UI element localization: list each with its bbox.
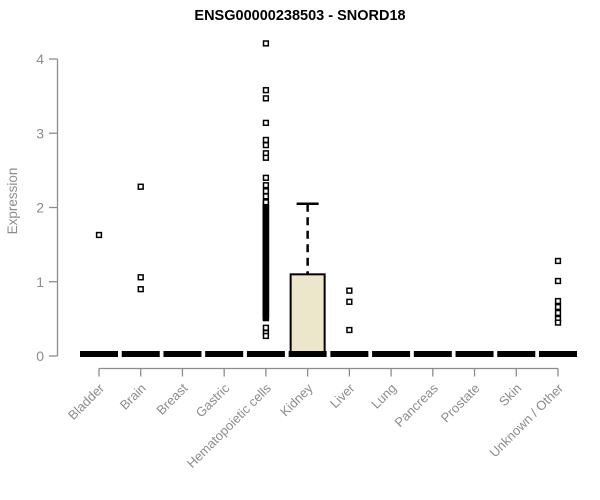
outlier-point — [95, 231, 103, 239]
outlier-point — [262, 95, 270, 102]
outlier-point — [262, 119, 270, 127]
median-bar — [288, 351, 327, 357]
outlier-point — [262, 141, 270, 149]
outlier-point — [346, 298, 353, 305]
outlier-point — [262, 154, 270, 161]
x-tick-label: Prostate — [438, 381, 483, 426]
median-bar — [413, 351, 452, 357]
y-tick-label: 4 — [36, 51, 44, 67]
outlier-point — [262, 193, 270, 200]
median-bar — [455, 351, 494, 357]
outlier-point — [262, 182, 270, 189]
y-tick-label: 3 — [36, 125, 44, 141]
box — [289, 273, 326, 354]
median-bar — [80, 351, 118, 357]
x-tick-label: Kidney — [277, 380, 316, 419]
outlier-point — [554, 297, 562, 305]
chart-title: ENSG00000238503 - SNORD18 — [194, 8, 405, 24]
outlier-point — [262, 324, 270, 331]
outlier-point — [137, 274, 144, 281]
y-axis-label: Expression — [5, 168, 20, 235]
median-bar — [372, 351, 411, 357]
outlier-point — [262, 199, 270, 206]
outlier-point — [137, 286, 144, 293]
median-bar — [163, 351, 202, 357]
x-tick-label: Unknown / Other — [487, 380, 567, 460]
outlier-point — [554, 319, 562, 326]
median-bar — [121, 351, 160, 357]
median-bar — [330, 351, 369, 357]
outlier-point — [137, 183, 144, 190]
outlier-point — [346, 326, 353, 334]
median-bar — [205, 351, 244, 357]
x-tick-label: Skin — [496, 381, 524, 409]
x-tick-label: Lung — [368, 381, 399, 412]
outlier-point — [554, 277, 562, 285]
outlier-point — [554, 309, 562, 317]
x-tick-label: Liver — [327, 380, 358, 411]
x-tick-label: Bladder — [65, 380, 108, 423]
outlier-point — [262, 174, 270, 181]
median-bar — [246, 351, 285, 357]
outlier-points — [95, 40, 562, 340]
outlier-point — [262, 87, 270, 94]
outlier-point — [554, 303, 562, 311]
outlier-point — [554, 257, 562, 265]
x-tick-label: Breast — [153, 380, 190, 417]
outlier-point — [262, 40, 270, 47]
outlier-point — [346, 287, 353, 294]
x-tick-label: Pancreas — [391, 380, 441, 430]
y-tick-label: 1 — [36, 274, 44, 290]
box-series — [80, 202, 577, 357]
y-axis: 0 1 2 3 4 — [36, 51, 59, 364]
x-tick-label: Brain — [117, 381, 149, 413]
y-tick-label: 0 — [36, 348, 44, 364]
outlier-point — [262, 136, 270, 144]
outlier-point — [262, 188, 270, 195]
y-tick-label: 2 — [36, 200, 44, 216]
outlier-point — [262, 332, 270, 340]
median-bar — [497, 351, 536, 357]
median-bar — [538, 351, 577, 357]
x-tick-label: Gastric — [193, 380, 233, 420]
